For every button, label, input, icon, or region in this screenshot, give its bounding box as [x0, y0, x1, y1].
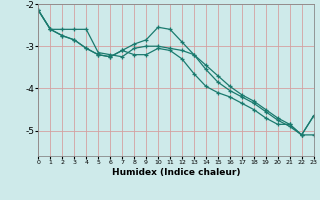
- X-axis label: Humidex (Indice chaleur): Humidex (Indice chaleur): [112, 168, 240, 177]
